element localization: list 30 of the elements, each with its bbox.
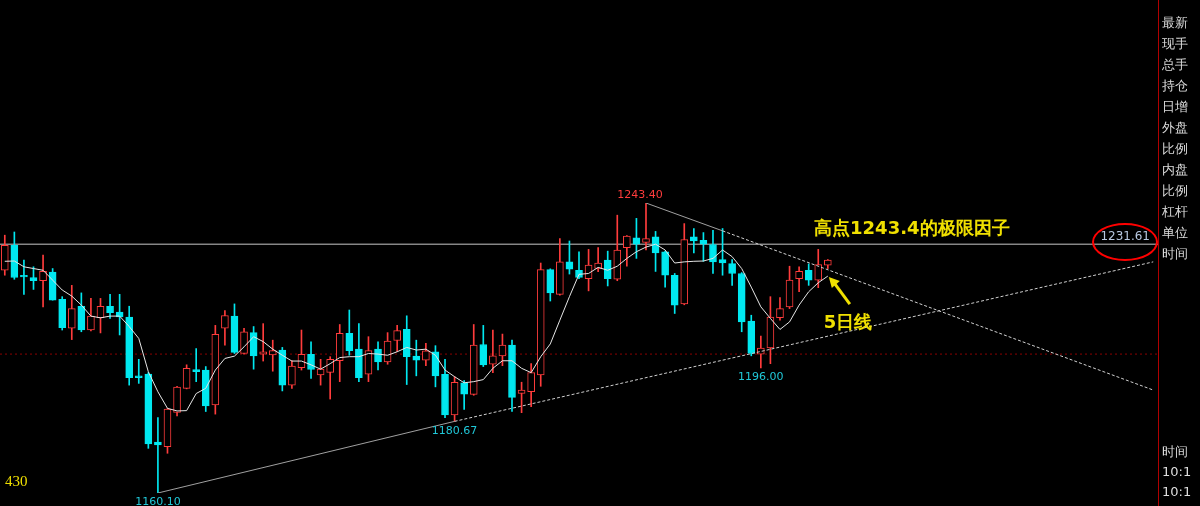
text: 杠杆 xyxy=(1161,203,1189,221)
candlestick xyxy=(642,203,650,251)
text: 内盘 xyxy=(1161,161,1189,179)
annotation: 1196.00 xyxy=(738,370,784,384)
annotation: 430 xyxy=(5,473,28,490)
text: 比例 xyxy=(1161,182,1189,200)
candlestick xyxy=(268,339,277,372)
candlestick xyxy=(192,348,201,382)
text: 10:1 xyxy=(1161,463,1193,481)
text: 日增 xyxy=(1161,98,1189,116)
annotation: 1180.67 xyxy=(431,423,478,437)
text: 时间 xyxy=(1161,443,1189,461)
text: 外盘 xyxy=(1161,119,1189,137)
text: 最新 xyxy=(1161,14,1189,32)
candlestick xyxy=(134,358,143,384)
text: 1243.40 xyxy=(617,188,663,202)
text: 总手 xyxy=(1161,56,1189,74)
text: 10:1 xyxy=(1161,483,1193,501)
text: 持仓 xyxy=(1161,77,1189,95)
annotation: 高点1243.4的极限因子 xyxy=(814,216,1010,238)
annotation: 1160.10 xyxy=(135,495,181,506)
candlestick xyxy=(39,254,47,308)
candlestick xyxy=(412,339,421,377)
text: 现手 xyxy=(1161,35,1189,53)
annotation: 1231.61 xyxy=(1100,229,1150,244)
annotation: 5日线 xyxy=(823,310,873,332)
text: 比例 xyxy=(1161,140,1189,158)
text: 单位 xyxy=(1161,224,1189,242)
candlestick xyxy=(259,323,268,362)
text: 时间 xyxy=(1161,245,1189,263)
